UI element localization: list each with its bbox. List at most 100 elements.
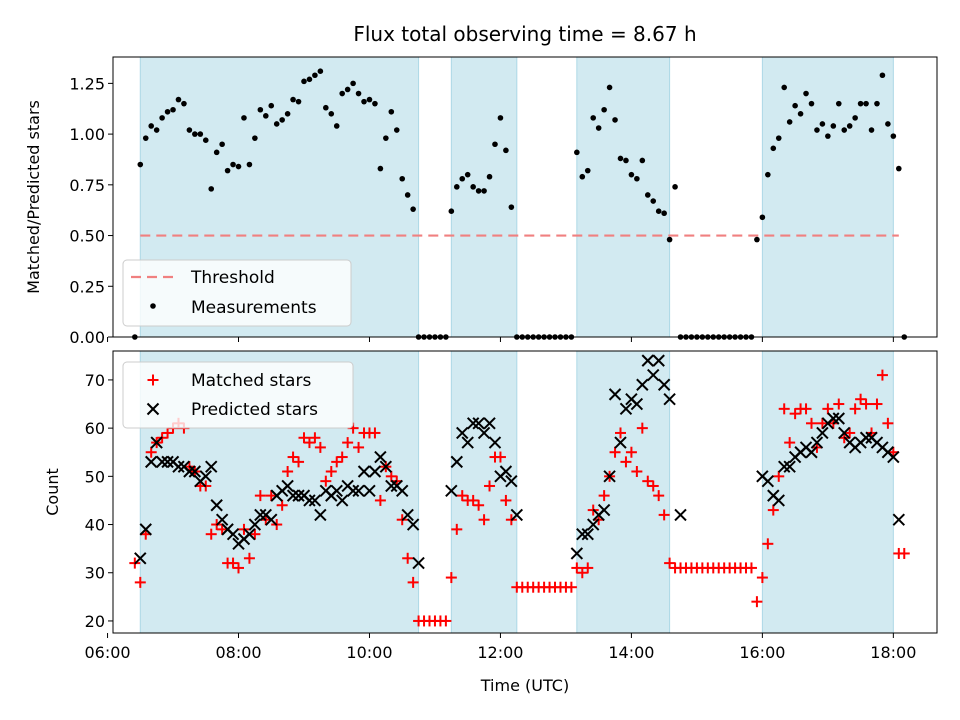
matched-star-point	[767, 504, 779, 516]
measurement-point	[361, 98, 367, 105]
measurement-point	[661, 210, 667, 217]
legend-cross-marker	[146, 402, 160, 416]
legend-threshold-label: Threshold	[190, 268, 275, 288]
measurement-point	[765, 171, 771, 178]
matched-star-point	[849, 403, 861, 415]
measurement-point	[312, 72, 318, 79]
predicted-star-point	[357, 465, 371, 478]
predicted-star-point	[472, 417, 485, 430]
matched-star-point	[265, 490, 277, 502]
y-tick-label: 50	[85, 467, 105, 486]
measurement-point	[208, 186, 215, 192]
legend-predicted-label: Predicted stars	[191, 400, 318, 420]
predicted-star-point	[483, 417, 496, 430]
matched-star-point	[576, 567, 588, 579]
measurement-point	[262, 113, 269, 119]
measurement-point	[814, 127, 820, 133]
measurement-point	[874, 100, 880, 107]
top-panel: 0.00 0.25 0.50 0.75 1.00 1.25 Matched/Predict…	[24, 56, 938, 347]
x-axis-label: Time (UTC)	[480, 676, 569, 695]
matched-star-point	[822, 403, 834, 415]
predicted-star-point	[134, 552, 147, 565]
top-legend-box	[122, 259, 352, 327]
measurement-point	[601, 106, 607, 113]
matched-star-point	[642, 475, 654, 487]
measurement-point	[481, 188, 487, 194]
matched-star-point	[145, 446, 157, 458]
measurement-point	[857, 100, 864, 107]
matched-star-point	[500, 494, 512, 506]
measurement-point	[759, 214, 766, 221]
measurement-point	[775, 135, 782, 141]
measurement-point	[181, 100, 187, 107]
predicted-star-point	[215, 513, 229, 526]
measurement-point	[470, 184, 476, 190]
shaded-interval	[450, 350, 518, 634]
measurement-point	[323, 104, 329, 111]
x-tick-label: 14:00	[608, 643, 654, 662]
predicted-star-point	[576, 527, 589, 541]
predicted-star-point	[641, 354, 654, 367]
measurement-point	[459, 175, 466, 182]
legend-matched-label: Matched stars	[191, 371, 311, 391]
y-tick-label: 30	[85, 564, 105, 583]
matched-star-point	[298, 432, 310, 444]
matched-star-point	[402, 552, 414, 564]
predicted-star-point	[647, 368, 660, 382]
measurement-point	[410, 206, 416, 212]
measurement-point	[339, 90, 345, 97]
measurement-point	[634, 175, 640, 182]
measurement-point	[628, 171, 635, 178]
shaded-interval	[450, 56, 518, 338]
measurement-point	[803, 90, 809, 97]
measurement-point	[153, 127, 160, 133]
predicted-star-point	[674, 508, 687, 522]
matched-star-point	[876, 369, 888, 381]
matched-star-point	[860, 398, 872, 410]
matched-star-point	[478, 514, 490, 526]
matched-star-point	[636, 422, 648, 434]
predicted-star-point	[805, 446, 818, 459]
predicted-star-point	[172, 460, 185, 473]
matched-star-point	[789, 408, 801, 420]
matched-star-point	[631, 466, 643, 478]
measurement-point	[399, 175, 406, 182]
matched-star-point	[369, 427, 381, 439]
measurement-point	[355, 90, 362, 97]
matched-star-point	[303, 437, 315, 449]
measurement-point	[868, 127, 875, 133]
measurement-point	[606, 84, 613, 91]
matched-star-point	[778, 403, 790, 415]
y-tick-label: 0.50	[69, 227, 105, 246]
matched-star-point	[762, 538, 774, 550]
legend-matched-swatch	[147, 374, 159, 386]
predicted-star-point	[827, 412, 840, 425]
measurement-point	[835, 100, 842, 107]
measurement-point	[388, 108, 395, 115]
matched-star-point	[227, 557, 239, 569]
matched-star-point	[445, 572, 457, 584]
matched-star-point	[451, 523, 463, 535]
measurement-point	[192, 131, 198, 137]
matched-star-point	[320, 475, 332, 487]
bottom-y-axis-label: Count	[43, 468, 62, 516]
matched-star-point	[233, 562, 245, 574]
measurement-point	[623, 157, 629, 164]
x-tick-label: 16:00	[739, 643, 785, 662]
measurement-point	[639, 157, 646, 164]
predicted-star-point	[308, 494, 322, 507]
predicted-star-point	[406, 518, 420, 531]
predicted-star-point	[450, 455, 463, 469]
measurement-point	[672, 184, 678, 190]
measurement-point	[372, 100, 378, 107]
top-legend: Threshold Measurements	[122, 259, 352, 327]
predicted-star-point	[838, 426, 851, 440]
matched-star-point	[407, 576, 419, 588]
measurement-point	[350, 80, 356, 87]
measurement-point	[841, 127, 848, 133]
measurement-point	[170, 106, 176, 113]
measurement-point	[792, 102, 798, 109]
matched-star-point	[565, 581, 577, 593]
y-tick-label: 0.00	[69, 328, 105, 347]
measurement-point	[612, 117, 618, 123]
